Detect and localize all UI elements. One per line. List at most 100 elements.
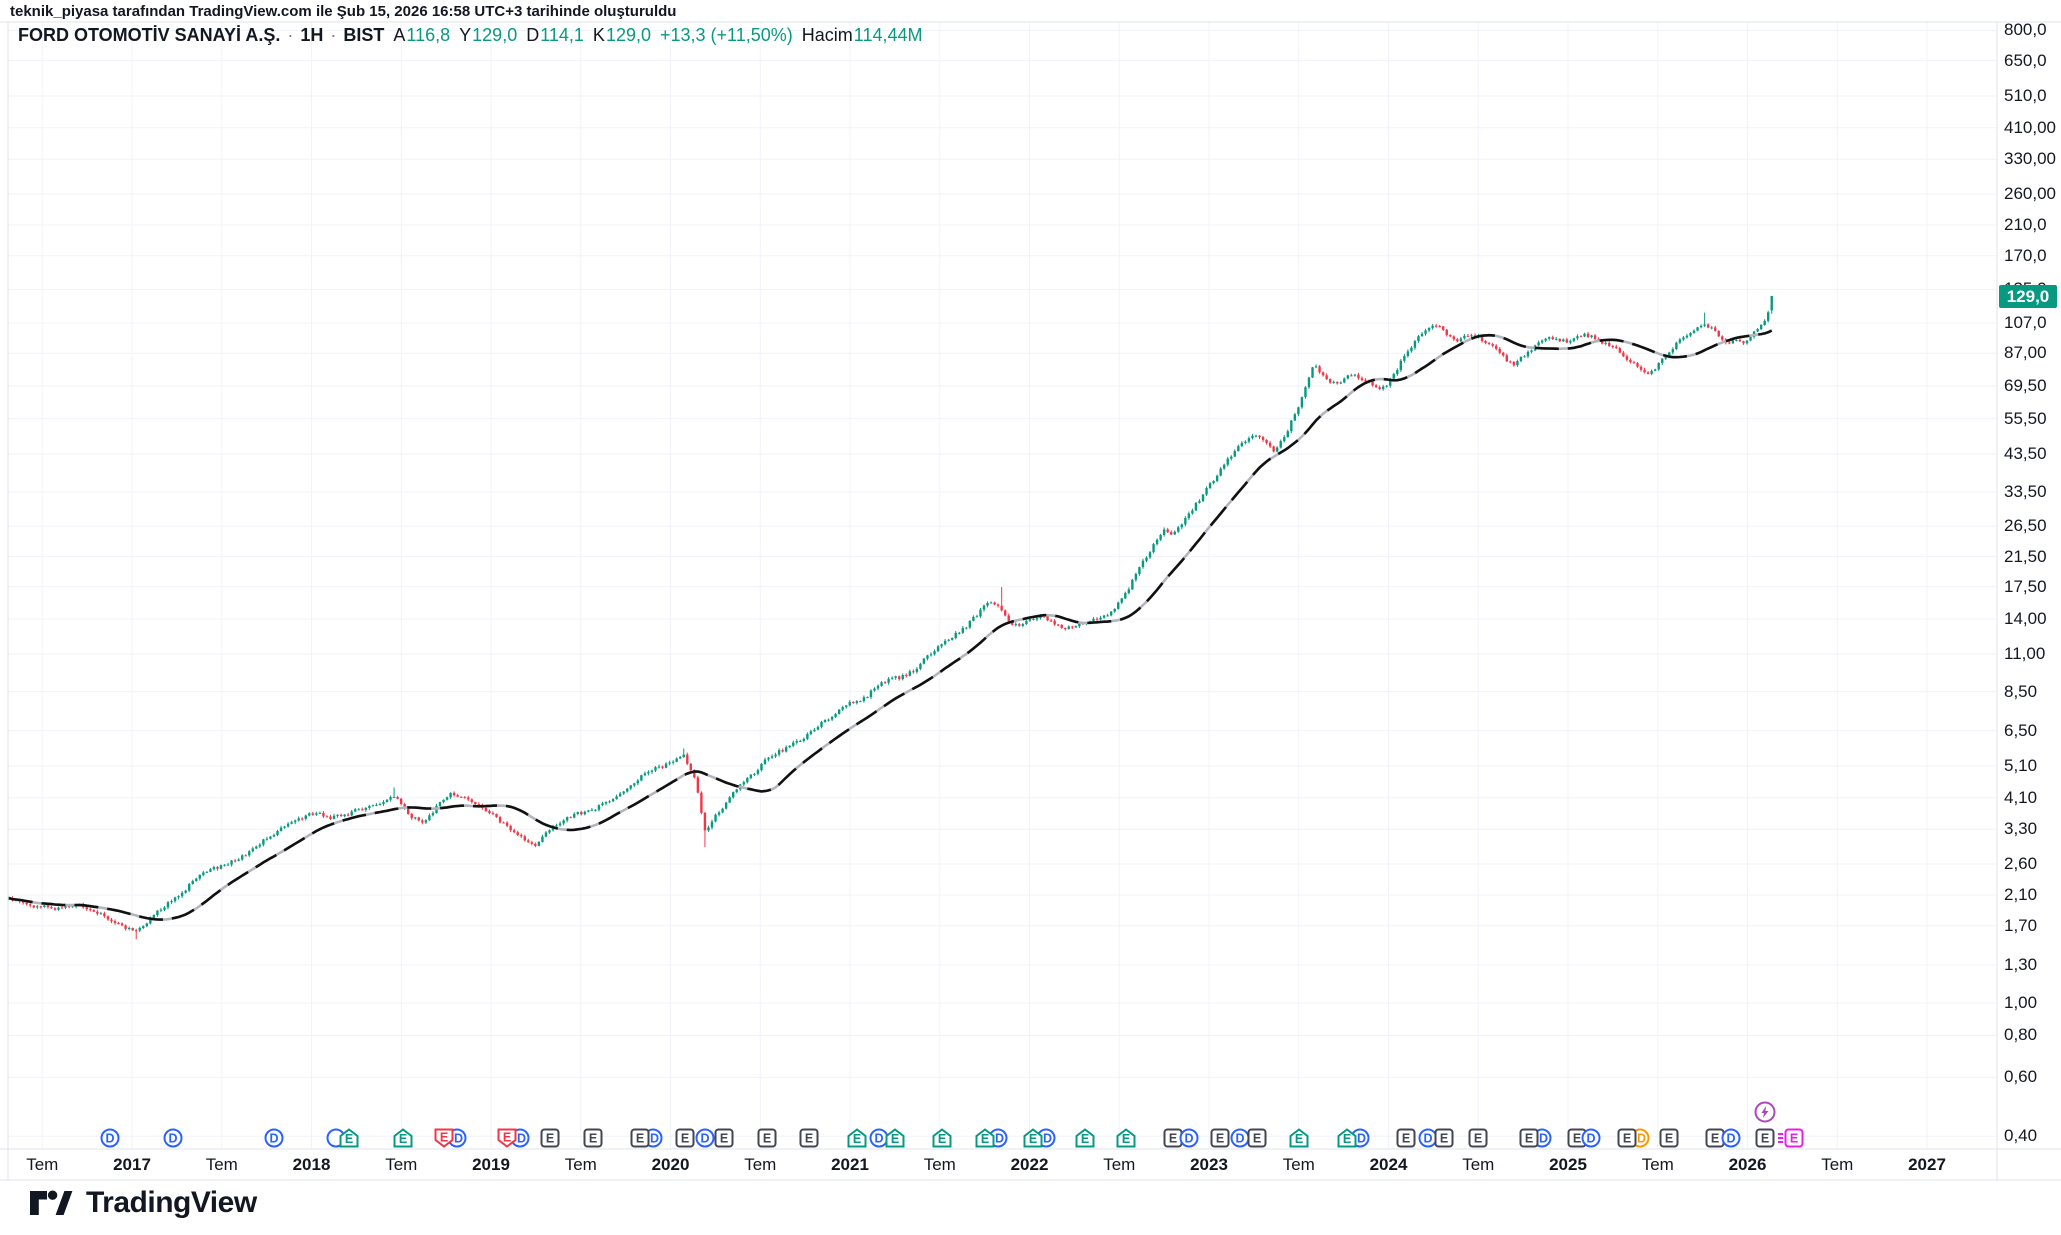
dividend-marker-icon[interactable]: D — [695, 1128, 715, 1148]
svg-text:D: D — [650, 1132, 659, 1146]
dividend-marker-icon[interactable]: D — [1179, 1128, 1199, 1148]
svg-text:D: D — [454, 1132, 463, 1146]
svg-text:E: E — [891, 1132, 899, 1146]
earnings-marker-icon[interactable]: E — [885, 1128, 905, 1148]
earnings-marker-icon[interactable]: E — [393, 1128, 413, 1148]
change-readout: +13,3 (+11,50%) — [659, 25, 793, 45]
time-axis-label: 2023 — [1190, 1155, 1228, 1174]
price-axis-label: 14,00 — [2004, 609, 2047, 629]
earnings-marker-icon[interactable]: E — [1210, 1128, 1230, 1148]
earnings-marker-icon[interactable]: E — [757, 1128, 777, 1148]
time-axis-label: 2026 — [1728, 1155, 1767, 1174]
time-axis-label: 2024 — [1369, 1155, 1408, 1174]
svg-text:D: D — [1043, 1132, 1052, 1146]
svg-text:E: E — [1790, 1132, 1798, 1146]
time-axis-label: Tem — [1821, 1155, 1854, 1174]
earnings-marker-icon[interactable]: E — [1075, 1128, 1095, 1148]
svg-text:D: D — [1423, 1132, 1432, 1146]
earnings-marker-icon[interactable]: E — [1778, 1128, 1804, 1148]
earnings-marker-icon[interactable]: E — [540, 1128, 560, 1148]
time-axis-label: 2018 — [292, 1155, 331, 1174]
time-axis-label: Tem — [923, 1155, 956, 1174]
earnings-marker-icon[interactable]: E — [1396, 1128, 1416, 1148]
candlestick-series — [8, 295, 1773, 940]
dividend-marker-icon[interactable]: D — [100, 1128, 120, 1148]
time-axis-label: Tem — [1462, 1155, 1495, 1174]
earnings-marker-icon[interactable]: E — [1659, 1128, 1679, 1148]
time-axis-label: 2019 — [472, 1155, 510, 1174]
earnings-marker-icon[interactable]: E — [1754, 1101, 1776, 1148]
dividend-marker-icon[interactable]: D — [163, 1128, 183, 1148]
time-axis-label: 2021 — [831, 1155, 869, 1174]
price-axis-label: 87,00 — [2004, 343, 2047, 363]
price-axis-label: 1,30 — [2004, 954, 2038, 974]
price-axis-label: 260,00 — [2004, 183, 2056, 203]
price-axis-label: 33,50 — [2004, 482, 2047, 502]
price-axis-label: 2,10 — [2004, 885, 2038, 905]
svg-text:E: E — [1440, 1132, 1448, 1146]
legend-separator: · — [287, 25, 294, 45]
svg-text:E: E — [1402, 1132, 1410, 1146]
exchange-label: BIST — [343, 25, 385, 45]
earnings-marker-icon[interactable]: E — [1289, 1128, 1309, 1148]
earnings-marker-icon[interactable]: E — [326, 1128, 359, 1148]
price-axis-label: 650,0 — [2004, 50, 2047, 70]
earnings-marker-icon[interactable]: E — [675, 1128, 695, 1148]
earnings-marker-icon[interactable]: E — [1434, 1128, 1454, 1148]
earnings-marker-icon[interactable]: E — [847, 1128, 867, 1148]
svg-text:E: E — [1122, 1132, 1130, 1146]
price-axis-label: 410,00 — [2004, 117, 2056, 137]
open-readout: A 116,8 — [393, 25, 451, 45]
price-axis-label: 8,50 — [2004, 681, 2038, 701]
time-axis-label: Tem — [205, 1155, 238, 1174]
svg-text:E: E — [1081, 1132, 1089, 1146]
price-axis-label: 107,0 — [2004, 313, 2047, 333]
dividend-marker-icon[interactable]: D — [1581, 1128, 1601, 1148]
svg-text:E: E — [1169, 1132, 1177, 1146]
price-axis-label: 1,70 — [2004, 915, 2038, 935]
svg-text:D: D — [517, 1132, 526, 1146]
svg-text:E: E — [1664, 1132, 1672, 1146]
price-axis-label: 26,50 — [2004, 516, 2047, 536]
price-axis-label: 69,50 — [2004, 375, 2047, 395]
svg-text:D: D — [1637, 1132, 1646, 1146]
tradingview-logo[interactable]: TradingView — [28, 1186, 257, 1220]
time-axis-label: 2027 — [1908, 1155, 1946, 1174]
svg-text:D: D — [269, 1132, 278, 1146]
svg-text:E: E — [805, 1132, 813, 1146]
earnings-marker-icon[interactable]: E — [932, 1128, 952, 1148]
svg-text:E: E — [1216, 1132, 1224, 1146]
price-axis-label: 510,0 — [2004, 85, 2047, 105]
earnings-marker-icon[interactable]: E — [1247, 1128, 1267, 1148]
earnings-marker-icon[interactable]: E — [1116, 1128, 1136, 1148]
earnings-marker-icon[interactable]: E — [714, 1128, 734, 1148]
price-axis-label: 11,00 — [2004, 644, 2046, 664]
dividend-marker-icon[interactable]: D — [264, 1128, 284, 1148]
earnings-marker-icon[interactable]: E — [799, 1128, 819, 1148]
svg-text:D: D — [874, 1132, 883, 1146]
svg-text:E: E — [440, 1131, 448, 1145]
time-axis-label: Tem — [744, 1155, 777, 1174]
legend-separator: · — [330, 25, 337, 45]
svg-text:E: E — [763, 1132, 771, 1146]
dividend-marker-icon[interactable]: D — [1721, 1128, 1741, 1148]
earnings-marker-icon[interactable]: E — [1468, 1128, 1488, 1148]
svg-text:E: E — [980, 1132, 988, 1146]
high-readout: Y 129,0 — [459, 25, 518, 45]
time-axis-label: Tem — [1641, 1155, 1674, 1174]
svg-text:E: E — [720, 1132, 728, 1146]
price-axis-label: 330,00 — [2004, 149, 2056, 169]
svg-text:E: E — [853, 1132, 861, 1146]
svg-text:E: E — [1029, 1132, 1037, 1146]
earnings-marker-icon[interactable]: E — [583, 1128, 603, 1148]
